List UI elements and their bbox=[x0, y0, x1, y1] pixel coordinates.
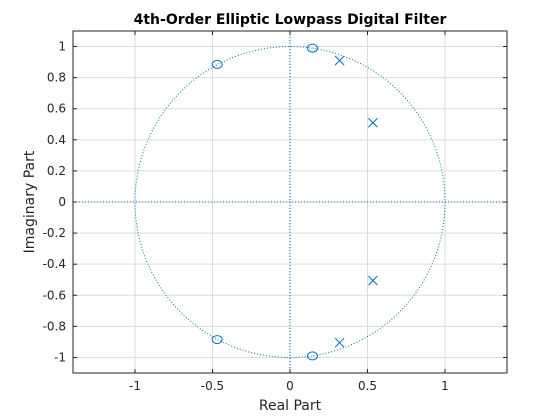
x-tick-label: -1 bbox=[129, 379, 141, 393]
zero-marker bbox=[306, 43, 318, 53]
y-tick-label: -0.6 bbox=[43, 288, 66, 302]
x-tick-label: -0.5 bbox=[201, 379, 224, 393]
zero-marker bbox=[211, 59, 223, 69]
y-tick-label: -0.8 bbox=[43, 319, 66, 333]
zero-marker bbox=[306, 351, 318, 361]
x-axis-label: Real Part bbox=[259, 398, 322, 414]
pole-zero-markers bbox=[211, 43, 378, 361]
y-tick-label: -0.4 bbox=[43, 257, 66, 271]
x-tick-label: 0 bbox=[286, 379, 294, 393]
unit-circle-path bbox=[134, 46, 446, 358]
y-tick-label: -0.2 bbox=[43, 226, 66, 240]
pole-marker bbox=[368, 117, 378, 128]
zero-marker bbox=[211, 335, 223, 345]
pole-marker bbox=[368, 275, 378, 286]
pole-marker-stroke bbox=[334, 55, 345, 66]
tick-labels: -1 -0.5 0 0.5 1 -1 -0.8 -0.6 -0.4 -0.2 0 0.2 0.4 0.6 0… bbox=[43, 31, 507, 393]
y-axis-label: Imaginary Part bbox=[22, 150, 38, 253]
x-tick-label: 0.5 bbox=[358, 379, 377, 393]
y-tick-label: 0.8 bbox=[47, 71, 66, 85]
pole-marker bbox=[334, 55, 345, 66]
unit-circle bbox=[134, 46, 446, 358]
y-tick-label: 0.6 bbox=[47, 102, 66, 116]
y-tick-label: -1 bbox=[54, 350, 66, 364]
chart-title: 4th-Order Elliptic Lowpass Digital Filte… bbox=[134, 12, 447, 28]
y-tick-label: 0 bbox=[58, 195, 66, 209]
pole-marker-stroke bbox=[368, 275, 378, 286]
pole-marker-stroke bbox=[334, 337, 345, 348]
y-tick-label: 1 bbox=[58, 40, 66, 54]
pole-marker bbox=[334, 337, 345, 348]
y-tick-label: 0.2 bbox=[47, 164, 66, 178]
x-tick-label: 1 bbox=[441, 379, 449, 393]
pole-marker-stroke bbox=[368, 117, 378, 128]
y-tick-label: 0.4 bbox=[47, 133, 66, 147]
origin-axes bbox=[73, 31, 507, 373]
